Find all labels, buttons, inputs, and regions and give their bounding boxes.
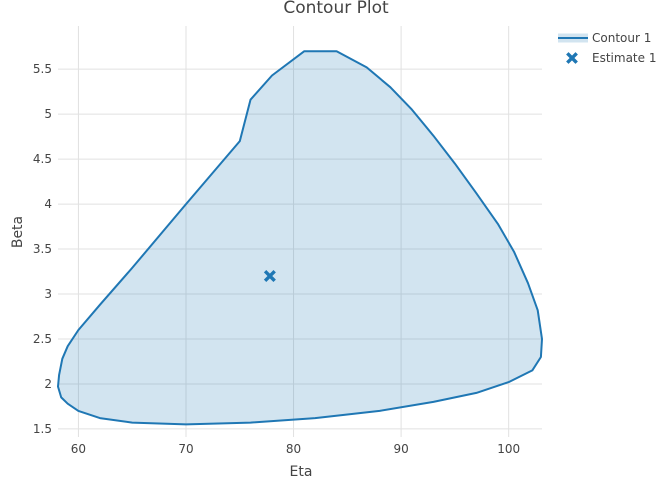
legend-item-contour[interactable]: Contour 1	[558, 31, 651, 45]
y-tick-label: 2.5	[33, 332, 52, 346]
x-tick-label: 80	[286, 442, 301, 456]
legend-label-estimate: Estimate 1	[592, 51, 656, 65]
chart-title: Contour Plot	[283, 0, 389, 18]
y-tick-label: 3.5	[33, 242, 52, 256]
x-tick-label: 90	[393, 442, 408, 456]
y-tick-label: 3	[44, 287, 52, 301]
x-tick-label: 60	[71, 442, 86, 456]
legend-marker-estimate	[566, 52, 578, 64]
plot-area	[57, 50, 543, 426]
x-axis-title: Eta	[290, 464, 313, 480]
y-gridlines	[58, 68, 542, 430]
legend-label-contour: Contour 1	[592, 31, 651, 45]
legend[interactable]: Contour 1 Estimate 1	[558, 31, 656, 65]
y-axis-title: Beta	[10, 216, 26, 248]
estimate-marker[interactable]	[263, 270, 276, 283]
y-axis-ticks: 1.5 2 2.5 3 3.5 4 4.5 5 5.5	[33, 62, 52, 436]
y-tick-label: 4.5	[33, 152, 52, 166]
y-tick-label: 5.5	[33, 62, 52, 76]
y-tick-label: 2	[44, 377, 52, 391]
x-tick-label: 100	[497, 442, 520, 456]
x-tick-label: 70	[178, 442, 193, 456]
x-axis-ticks: 60 70 80 90 100	[71, 442, 520, 456]
x-gridlines	[77, 26, 510, 437]
legend-item-estimate[interactable]: Estimate 1	[566, 51, 657, 65]
y-tick-label: 1.5	[33, 422, 52, 436]
contour-line[interactable]	[57, 50, 543, 426]
y-tick-label: 5	[44, 107, 52, 121]
y-tick-label: 4	[44, 197, 52, 211]
